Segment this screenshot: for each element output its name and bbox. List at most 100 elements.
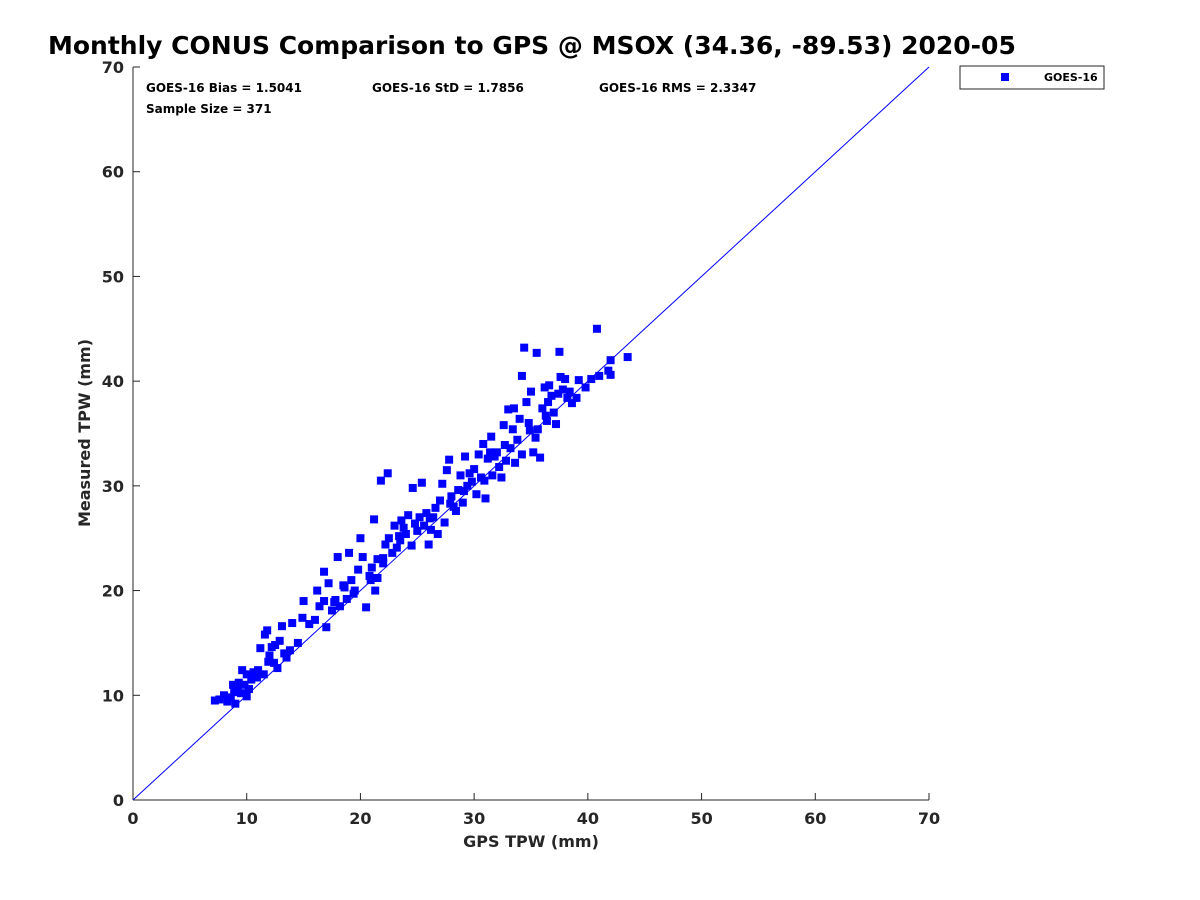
data-point xyxy=(388,548,397,557)
x-tick-label: 30 xyxy=(463,809,485,828)
data-point xyxy=(259,670,268,679)
data-point xyxy=(461,452,470,461)
data-point xyxy=(288,619,297,628)
data-point xyxy=(623,353,632,362)
data-point xyxy=(324,579,333,588)
data-point xyxy=(420,521,429,530)
data-point xyxy=(501,456,510,465)
data-point xyxy=(254,666,263,675)
data-point xyxy=(223,697,232,706)
data-point xyxy=(373,555,382,564)
data-point xyxy=(358,553,367,562)
data-point xyxy=(282,653,291,662)
data-point xyxy=(264,657,273,666)
data-point xyxy=(541,411,550,420)
y-tick-label: 40 xyxy=(102,372,124,391)
y-tick-label: 70 xyxy=(102,58,124,77)
data-point xyxy=(454,486,463,495)
data-point xyxy=(277,622,286,631)
stat-rms: GOES-16 RMS = 2.3347 xyxy=(599,81,756,95)
data-point xyxy=(538,404,547,413)
data-point xyxy=(497,473,506,482)
stat-std: GOES-16 StD = 1.7856 xyxy=(372,81,524,95)
data-point xyxy=(587,375,596,384)
plot-area xyxy=(132,67,929,801)
data-point xyxy=(513,435,522,444)
data-point xyxy=(545,381,554,390)
data-point xyxy=(511,458,520,467)
data-point xyxy=(440,518,449,527)
data-point xyxy=(407,541,416,550)
data-point xyxy=(480,476,489,485)
data-point xyxy=(335,602,344,611)
data-point xyxy=(499,421,508,430)
data-point xyxy=(379,559,388,568)
data-point xyxy=(504,405,513,414)
data-point xyxy=(508,425,517,434)
data-point xyxy=(247,675,256,684)
data-point xyxy=(229,680,238,689)
data-point xyxy=(383,469,392,478)
data-point xyxy=(442,466,451,475)
y-tick-label: 50 xyxy=(102,267,124,286)
y-axis-label: Measured TPW (mm) xyxy=(75,339,94,527)
data-point xyxy=(230,688,239,697)
data-point xyxy=(495,463,504,472)
data-point xyxy=(488,471,497,480)
data-point xyxy=(392,543,401,552)
data-point xyxy=(456,471,465,480)
data-point xyxy=(273,664,282,673)
data-point xyxy=(399,523,408,532)
data-point xyxy=(345,548,354,557)
x-axis-label: GPS TPW (mm) xyxy=(463,832,599,851)
data-point xyxy=(242,670,251,679)
data-point xyxy=(592,324,601,333)
data-point xyxy=(365,571,374,580)
data-point xyxy=(271,641,280,650)
data-point xyxy=(533,425,542,434)
data-point xyxy=(547,391,556,400)
data-point xyxy=(532,348,541,357)
data-point xyxy=(433,530,442,539)
data-point xyxy=(396,536,405,545)
data-point xyxy=(425,514,434,523)
data-points xyxy=(210,324,632,708)
data-point xyxy=(563,393,572,402)
data-point xyxy=(249,668,258,677)
data-point xyxy=(330,598,339,607)
data-point xyxy=(606,356,615,365)
data-point xyxy=(506,444,515,453)
data-point xyxy=(483,454,492,463)
data-point xyxy=(555,347,564,356)
y-tick-label: 10 xyxy=(102,686,124,705)
data-point xyxy=(415,513,424,522)
data-point xyxy=(231,699,240,708)
data-point xyxy=(298,613,307,622)
data-point xyxy=(367,563,376,572)
data-point xyxy=(467,477,476,486)
data-point xyxy=(215,695,224,704)
data-point xyxy=(472,490,481,499)
data-point xyxy=(349,589,358,598)
legend-marker xyxy=(1001,73,1009,81)
data-point xyxy=(397,516,406,525)
data-point xyxy=(436,496,445,505)
data-point xyxy=(252,673,261,682)
data-point xyxy=(426,525,435,534)
data-point xyxy=(408,483,417,492)
data-point xyxy=(395,532,404,541)
data-point xyxy=(322,623,331,632)
data-point xyxy=(445,455,454,464)
data-point xyxy=(574,376,583,385)
data-point xyxy=(561,375,570,384)
chart-title: Monthly CONUS Comparison to GPS @ MSOX (… xyxy=(48,31,1016,60)
data-point xyxy=(595,371,604,380)
data-point xyxy=(565,387,574,396)
data-point xyxy=(465,469,474,478)
data-point xyxy=(219,691,228,700)
data-point xyxy=(446,499,455,508)
y-tick-label: 30 xyxy=(102,477,124,496)
data-point xyxy=(376,476,385,485)
data-point xyxy=(384,534,393,543)
x-tick-label: 20 xyxy=(349,809,371,828)
